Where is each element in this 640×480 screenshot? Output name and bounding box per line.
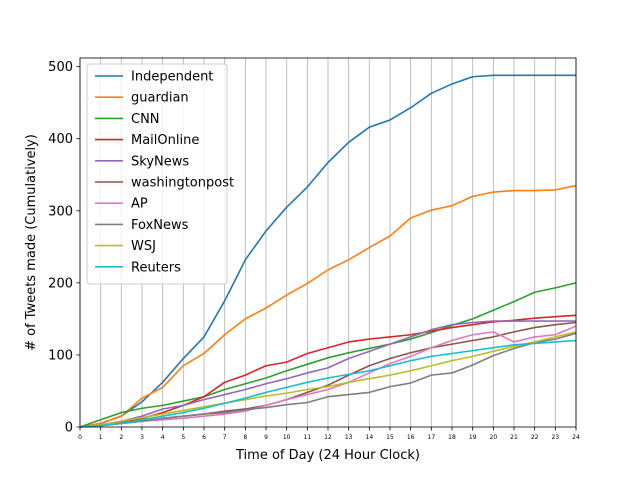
legend-entry: FoxNews xyxy=(131,218,189,233)
legend-entry: MailOnline xyxy=(131,133,199,148)
x-tick-label: 23 xyxy=(552,434,560,441)
legend-entry: CNN xyxy=(131,112,160,127)
x-tick-label: 4 xyxy=(161,434,165,441)
x-tick-label: 21 xyxy=(510,434,518,441)
legend-entry: guardian xyxy=(131,91,189,106)
y-tick-label: 300 xyxy=(48,204,73,219)
y-tick-label: 200 xyxy=(48,276,73,291)
x-axis-label: Time of Day (24 Hour Clock) xyxy=(235,448,420,463)
legend-entry: Reuters xyxy=(131,260,181,275)
x-tick-label: 8 xyxy=(243,434,247,441)
x-tick-label: 20 xyxy=(490,434,498,441)
x-tick-label: 13 xyxy=(345,434,353,441)
x-tick-label: 0 xyxy=(78,434,82,441)
y-axis-ticks: 0 100 200 300 400 500 xyxy=(48,60,80,436)
legend-entry: Independent xyxy=(131,70,213,85)
y-tick-label: 0 xyxy=(65,421,73,436)
x-tick-label: 16 xyxy=(407,434,415,441)
legend-entry: WSJ xyxy=(131,239,156,254)
legend-entry: washingtonpost xyxy=(131,176,234,191)
x-tick-label: 22 xyxy=(531,434,539,441)
legend: Independent guardian CNN MailOnline SkyNews w… xyxy=(86,63,234,285)
y-tick-label: 400 xyxy=(48,132,73,147)
x-tick-label: 18 xyxy=(448,434,456,441)
y-tick-label: 100 xyxy=(48,348,73,363)
series-layer xyxy=(79,74,577,428)
series-line-independent xyxy=(79,74,576,428)
x-tick-label: 10 xyxy=(283,434,291,441)
x-tick-label: 11 xyxy=(304,434,312,441)
y-tick-label: 500 xyxy=(48,60,73,75)
series-line-wsj xyxy=(79,331,577,428)
x-tick-label: 3 xyxy=(140,434,144,441)
x-tick-label: 9 xyxy=(264,434,268,441)
x-tick-label: 1 xyxy=(99,434,103,441)
series-line-cnn xyxy=(79,282,577,428)
series-line-ap xyxy=(79,325,577,428)
series-line-foxnews xyxy=(79,332,577,428)
legend-entry: SkyNews xyxy=(131,154,189,169)
x-tick-label: 7 xyxy=(223,434,227,441)
x-tick-label: 14 xyxy=(366,434,374,441)
series-line-guardian xyxy=(79,184,577,428)
series-line-reuters xyxy=(79,339,577,428)
x-tick-label: 5 xyxy=(181,434,185,441)
series-line-skynews xyxy=(79,320,576,428)
x-tick-label: 2 xyxy=(119,434,123,441)
x-axis-ticks: 0 1 2 3 4 5 6 7 8 9 10 11 12 13 14 15 16 17 18 19 20 21 22 23 24 xyxy=(78,427,580,441)
x-tick-label: 24 xyxy=(572,434,580,441)
y-axis-label: # of Tweets made (Cumulatively) xyxy=(24,134,39,351)
x-tick-label: 17 xyxy=(428,434,436,441)
x-tick-label: 12 xyxy=(324,434,332,441)
x-tick-label: 15 xyxy=(386,434,394,441)
legend-entry: AP xyxy=(131,197,148,212)
x-tick-label: 19 xyxy=(469,434,477,441)
x-tick-label: 6 xyxy=(202,434,206,441)
